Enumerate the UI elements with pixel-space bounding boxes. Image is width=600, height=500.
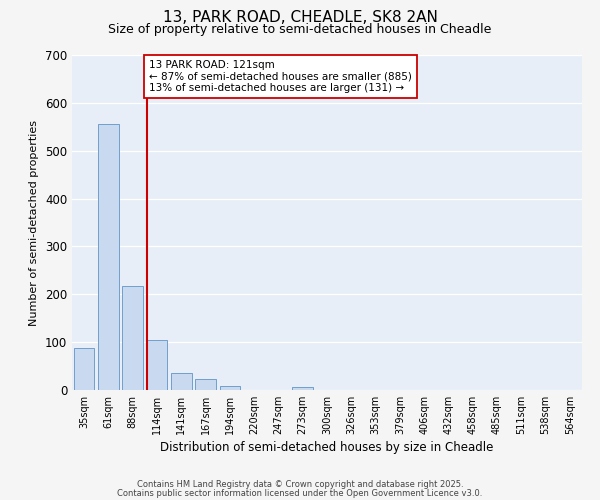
Bar (171, 373, 191, 390)
Bar (98, 124, 119, 390)
Text: 13 PARK ROAD: 121sqm
← 87% of semi-detached houses are smaller (885)
13% of semi: 13 PARK ROAD: 121sqm ← 87% of semi-detac… (149, 60, 412, 93)
Bar (122, 286, 143, 390)
Bar (220, 386, 240, 390)
Text: Contains public sector information licensed under the Open Government Licence v3: Contains public sector information licen… (118, 489, 482, 498)
Bar (74, 348, 94, 390)
X-axis label: Distribution of semi-detached houses by size in Cheadle: Distribution of semi-detached houses by … (160, 441, 494, 454)
Bar (195, 380, 216, 390)
Y-axis label: Number of semi-detached properties: Number of semi-detached properties (29, 120, 40, 326)
Bar (292, 386, 313, 390)
Text: 13, PARK ROAD, CHEADLE, SK8 2AN: 13, PARK ROAD, CHEADLE, SK8 2AN (163, 10, 437, 25)
Text: Contains HM Land Registry data © Crown copyright and database right 2025.: Contains HM Land Registry data © Crown c… (137, 480, 463, 489)
Bar (146, 340, 167, 390)
Text: Size of property relative to semi-detached houses in Cheadle: Size of property relative to semi-detach… (109, 22, 491, 36)
